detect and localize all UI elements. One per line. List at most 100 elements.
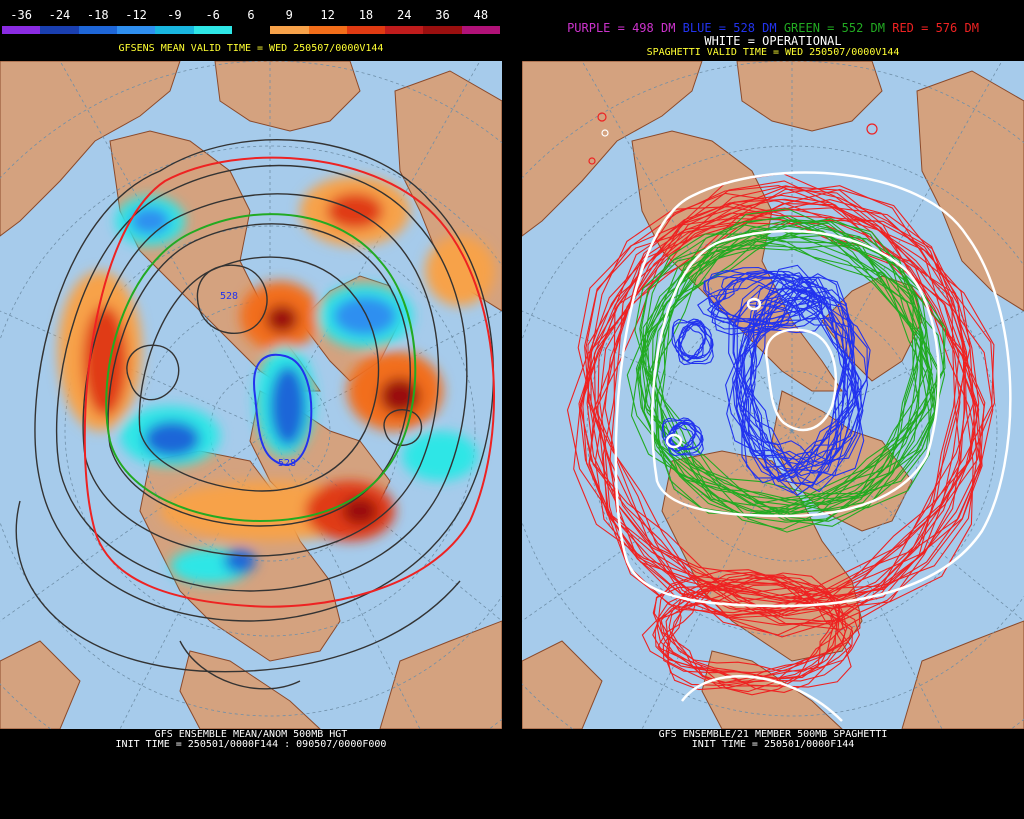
colorbar-label: 24 — [396, 8, 412, 22]
blue-member-line — [728, 290, 871, 485]
blue-member-line — [669, 422, 701, 451]
colorbar-swatch — [385, 26, 424, 34]
colorbar-swatch — [461, 26, 501, 34]
height-label-528-south: 528 — [278, 458, 296, 469]
small-isolated-contours — [588, 112, 878, 165]
blue-member-line — [734, 296, 853, 497]
blue-member-line — [678, 324, 706, 360]
anomaly-colorbar — [2, 26, 501, 34]
red-member-line — [653, 569, 861, 687]
blue-member-line — [736, 289, 850, 477]
height-label-528: 528 — [220, 291, 238, 302]
colorbar-swatch — [40, 26, 79, 34]
colorbar-swatch — [231, 26, 271, 34]
operational-white-contours — [614, 171, 1012, 722]
green-member-line — [652, 215, 946, 515]
colorbar-label: 6 — [247, 8, 255, 22]
green-552-spaghetti — [626, 208, 947, 533]
colorbar-label: 12 — [320, 8, 335, 22]
red-member-line — [588, 192, 982, 616]
blue-member-line — [736, 279, 860, 480]
right-bottom-title-1: GFS ENSEMBLE/21 MEMBER 500MB SPAGHETTI — [658, 729, 888, 740]
green-552-contour — [105, 213, 417, 523]
colorbar-label: -18 — [86, 8, 109, 22]
ensemble-mean-panel: -36 -24 -18 -12 -9 -6 6 9 12 18 24 36 48 GFSENS MEAN… — [0, 0, 502, 819]
legend-purple: PURPLE = 498 DM — [567, 21, 676, 35]
colorbar-label: 9 — [285, 8, 293, 22]
colorbar-swatch — [116, 26, 156, 34]
blue-member-line — [710, 272, 822, 320]
blue-member-line — [672, 318, 706, 360]
red-member-line — [671, 584, 838, 683]
red-member-line — [573, 185, 983, 623]
blue-member-line — [679, 323, 711, 360]
green-member-line — [630, 218, 937, 522]
colorbar-label: -6 — [205, 8, 220, 22]
colorbar-labels: -36 -24 -18 -12 -9 -6 6 9 12 18 24 36 48 — [2, 8, 502, 22]
red-member-line — [660, 587, 840, 684]
colorbar-swatch — [346, 26, 386, 34]
spaghetti-panel: PURPLE = 498 DM BLUE = 528 DM GREEN = 55… — [522, 0, 1024, 819]
blue-member-line — [706, 276, 823, 325]
red-member-line — [654, 572, 846, 693]
left-bottom-title-2: INIT TIME = 250501/0000F144 : 090507/000… — [115, 739, 387, 750]
colorbar-swatch — [193, 26, 232, 34]
red-576-contour — [83, 156, 495, 608]
blue-member-line — [697, 271, 823, 334]
red-member-line — [579, 207, 961, 617]
blue-member-line — [674, 322, 714, 365]
green-member-line — [637, 234, 920, 515]
left-bottom-title-1: GFS ENSEMBLE MEAN/ANOM 500MB HGT — [154, 729, 348, 740]
colorbar-label: 18 — [358, 8, 374, 22]
blue-528-spaghetti — [661, 264, 871, 497]
colorbar-swatch — [155, 26, 194, 34]
blue-member-line — [739, 287, 861, 465]
blue-member-line — [662, 417, 696, 450]
green-member-line — [642, 235, 928, 510]
colorbar-label: -24 — [48, 8, 71, 22]
colorbar-swatch — [270, 26, 309, 34]
blue-528-contour — [253, 353, 313, 466]
blue-member-line — [667, 421, 704, 457]
colorbar-swatch — [423, 26, 462, 34]
legend-blue: BLUE = 528 DM — [682, 21, 777, 35]
colorbar-label: 48 — [473, 8, 489, 22]
blue-member-line — [661, 417, 697, 452]
panel-divider — [502, 0, 522, 819]
spaghetti-map — [522, 61, 1024, 729]
colorbar-label: -9 — [167, 8, 182, 22]
colorbar-label: -12 — [125, 8, 147, 22]
colorbar-swatch — [2, 26, 41, 34]
red-member-line — [652, 575, 844, 687]
red-member-line — [582, 188, 976, 630]
green-member-line — [660, 244, 933, 517]
red-member-line — [652, 585, 840, 696]
blue-member-line — [741, 297, 848, 483]
right-valid-time-title: SPAGHETTI VALID TIME = WED 250507/0000V1… — [646, 47, 900, 58]
blue-member-line — [735, 276, 857, 493]
right-bottom-title-2: INIT TIME = 250501/0000F144 — [691, 739, 855, 750]
legend-white-operational: WHITE = OPERATIONAL — [704, 34, 842, 48]
colorbar-label: -36 — [10, 8, 32, 22]
blue-member-line — [671, 318, 707, 362]
ensemble-mean-map: 528 528 — [0, 61, 502, 729]
green-member-line — [640, 217, 946, 516]
colorbar-swatch — [78, 26, 117, 34]
colorbar-label: 36 — [435, 8, 450, 22]
spaghetti-legend: PURPLE = 498 DM BLUE = 528 DM GREEN = 55… — [522, 22, 1024, 35]
red-member-line — [659, 584, 835, 680]
blue-member-line — [664, 421, 704, 456]
blue-member-line — [678, 325, 704, 362]
blue-member-line — [704, 266, 826, 330]
red-576-spaghetti — [566, 172, 996, 696]
height-contours — [15, 139, 495, 690]
green-member-line — [656, 231, 922, 518]
blue-member-line — [747, 299, 854, 479]
left-valid-time-title: GFSENS MEAN VALID TIME = WED 250507/0000… — [118, 43, 384, 54]
legend-green: GREEN = 552 DM — [783, 21, 885, 35]
blue-member-line — [726, 273, 864, 486]
red-member-line — [641, 573, 852, 688]
red-member-line — [588, 198, 981, 604]
red-member-line — [587, 207, 971, 611]
blue-member-line — [677, 321, 714, 366]
